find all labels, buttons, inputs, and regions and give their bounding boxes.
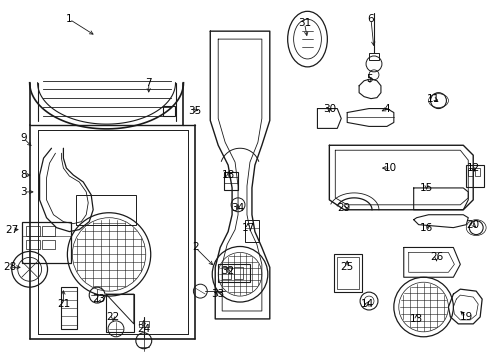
Text: 18: 18 [221,170,234,180]
Text: 4: 4 [383,104,389,113]
Text: 32: 32 [221,266,234,276]
Text: 30: 30 [322,104,335,113]
Text: 5: 5 [365,74,371,84]
Text: 22: 22 [106,312,120,322]
Bar [244,220,258,242]
Text: 31: 31 [297,18,310,28]
Bar [163,105,174,116]
Text: 10: 10 [384,163,397,173]
Bar [106,294,134,332]
Text: 3: 3 [20,187,27,197]
Bar [76,195,136,225]
Text: 9: 9 [20,133,27,143]
Bar [26,226,40,235]
Bar [41,226,55,235]
Text: 24: 24 [137,324,150,334]
Text: 25: 25 [340,262,353,272]
Text: 6: 6 [367,14,373,24]
Text: 19: 19 [459,312,472,322]
Text: 28: 28 [3,262,17,272]
Text: 7: 7 [145,78,152,88]
Text: 14: 14 [360,299,373,309]
Bar [234,267,243,279]
Bar [26,239,40,249]
Text: 34: 34 [231,203,244,213]
Text: 17: 17 [241,222,254,233]
Text: 12: 12 [466,163,479,173]
Bar [139,321,148,327]
Bar [474,168,479,176]
Bar [334,255,361,292]
Text: 1: 1 [66,14,73,24]
Text: 33: 33 [211,289,224,299]
Text: 16: 16 [419,222,432,233]
Bar [337,257,358,289]
Text: 29: 29 [337,203,350,213]
Text: 15: 15 [419,183,432,193]
Bar [222,267,231,279]
Bar [466,165,483,187]
Text: 27: 27 [5,225,19,235]
Bar [61,287,77,329]
Bar [41,239,55,249]
Text: 8: 8 [20,170,27,180]
Text: 20: 20 [466,220,479,230]
Bar [224,172,238,190]
Text: 21: 21 [57,299,70,309]
Text: 13: 13 [409,314,423,324]
Text: 11: 11 [426,94,439,104]
Text: 26: 26 [429,252,442,262]
Bar [468,168,472,176]
Bar [368,53,378,60]
Bar [218,264,249,282]
Text: 2: 2 [192,243,198,252]
Text: 23: 23 [92,294,105,304]
Bar [21,222,71,264]
Text: 35: 35 [187,105,201,116]
